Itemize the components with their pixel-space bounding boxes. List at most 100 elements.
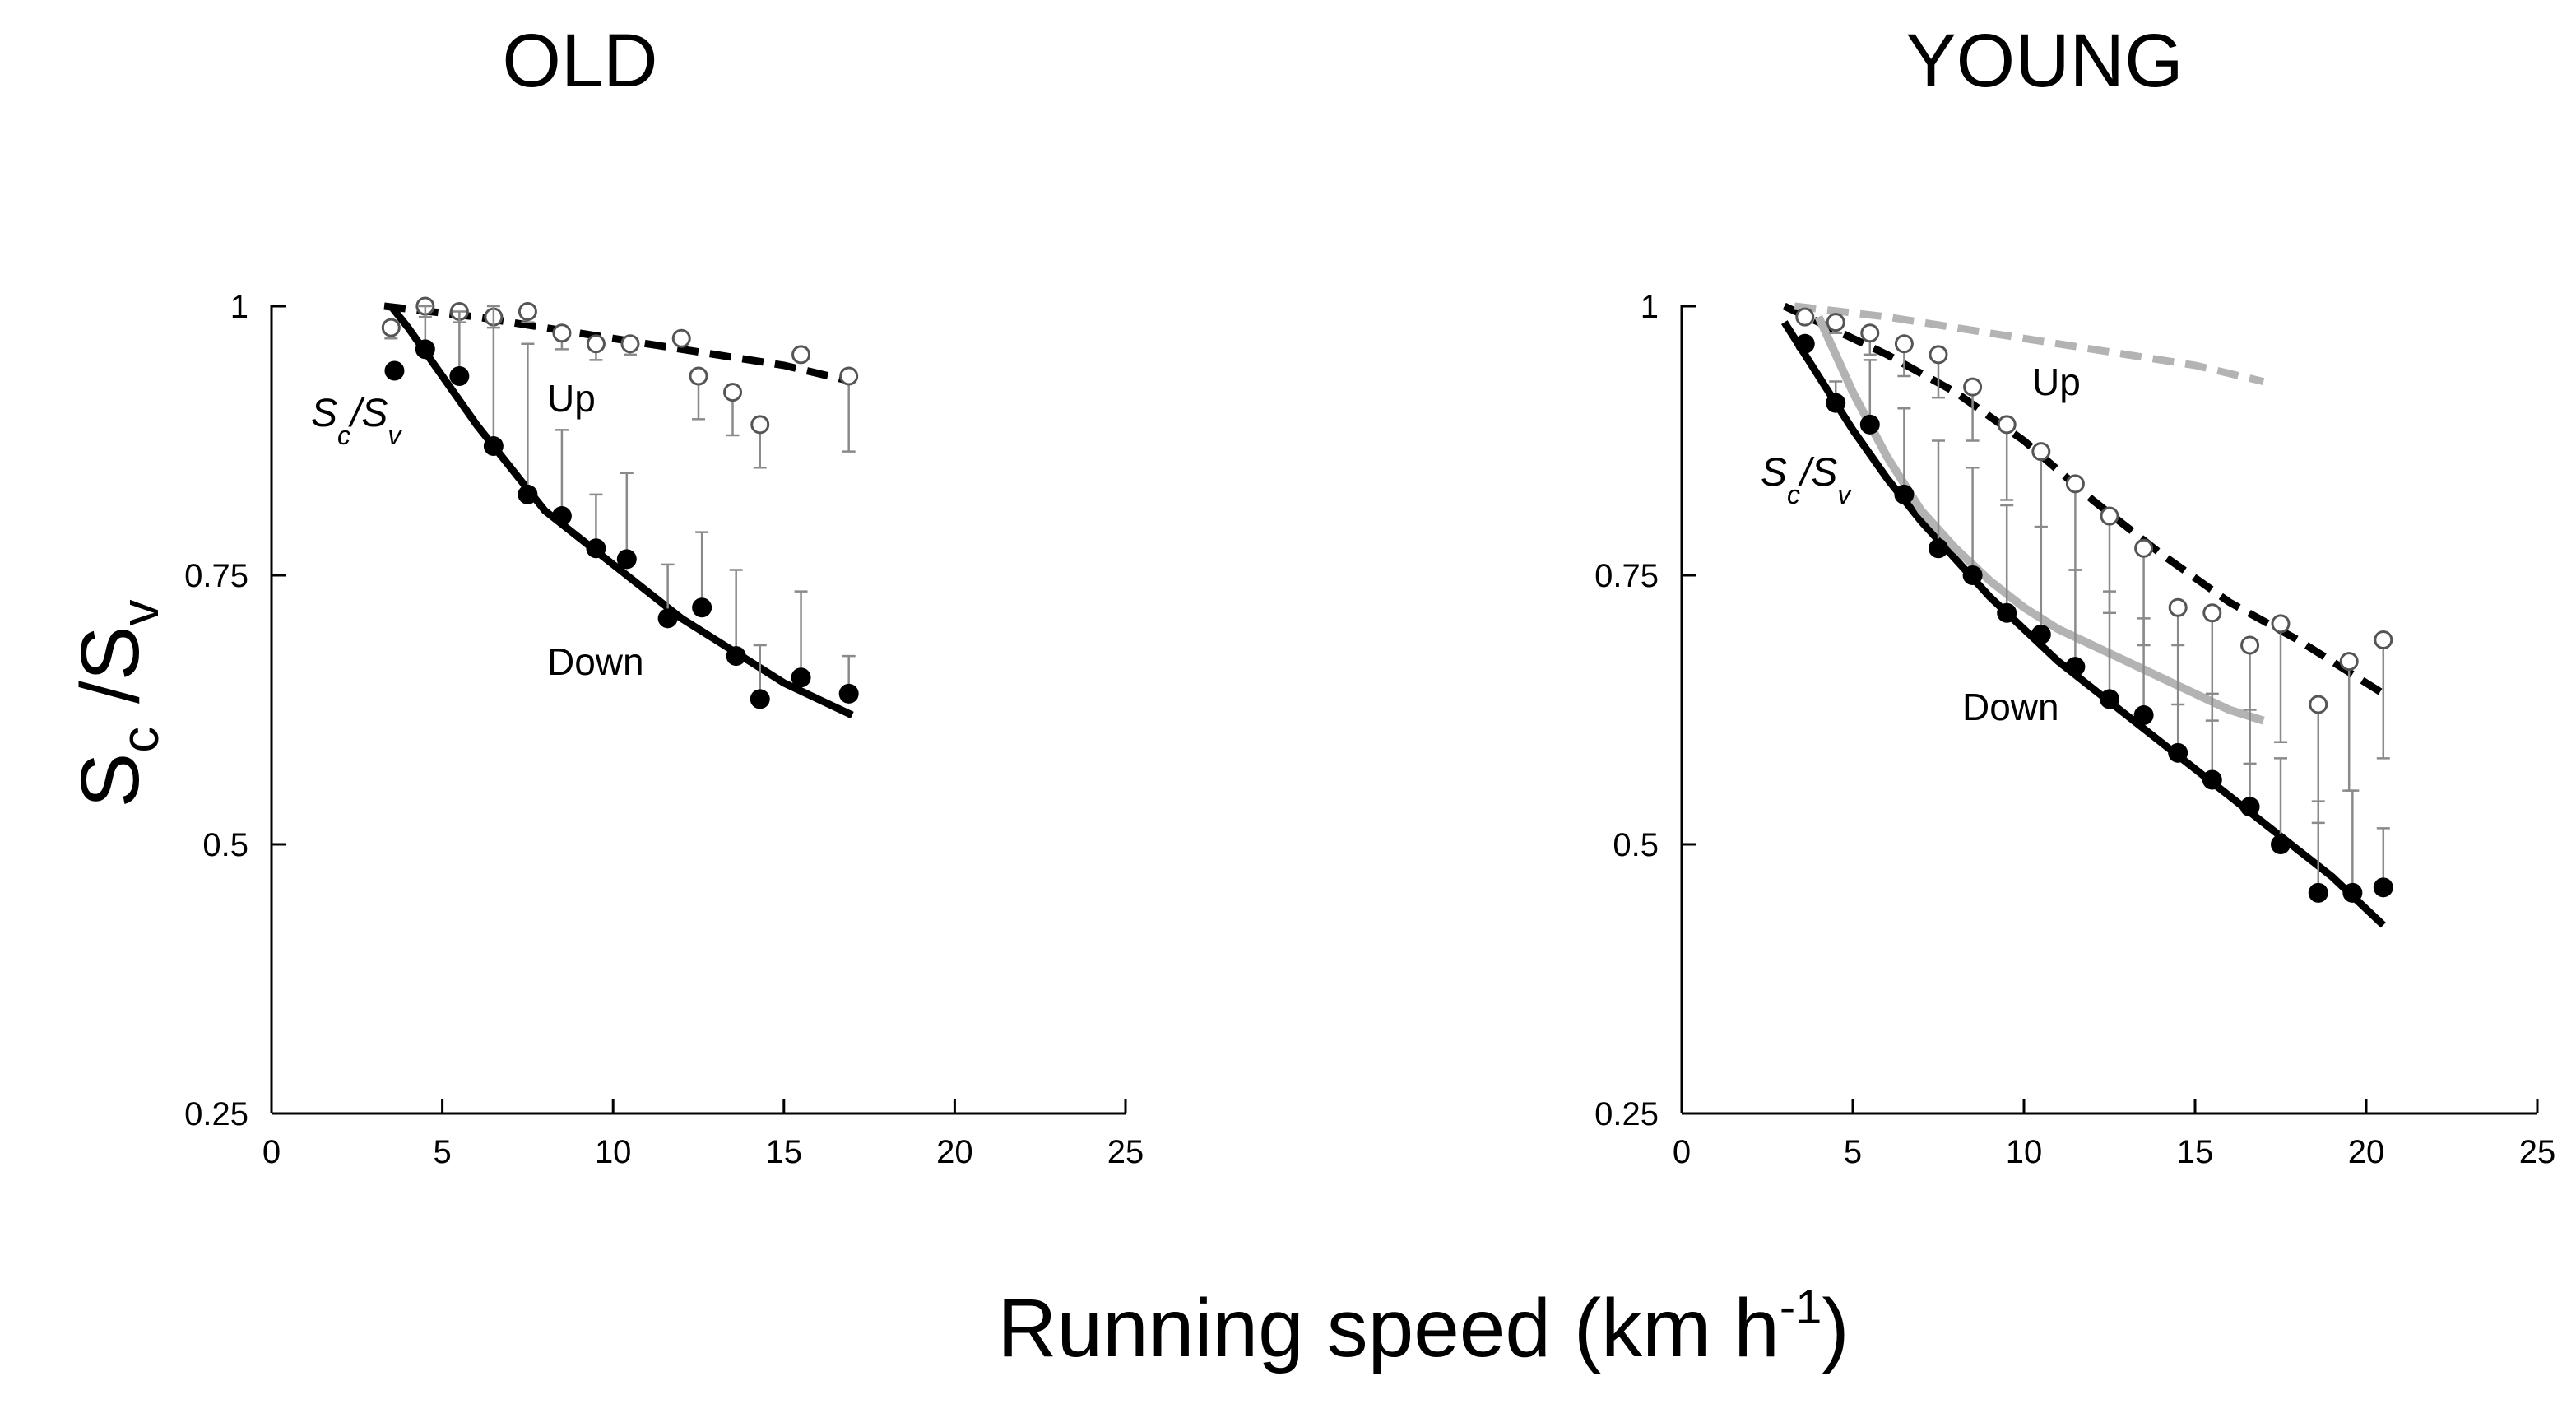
old-down-point — [449, 366, 470, 387]
young-up-point — [1929, 345, 1948, 365]
y-label-sub2: v — [110, 600, 169, 626]
old-up-point — [750, 415, 770, 435]
young-up-point — [2339, 652, 2359, 672]
young-down-point — [1962, 565, 1983, 585]
young-x-tick-label: 10 — [2006, 1134, 2043, 1170]
young-ratio-annotation: Sc/Sv — [1761, 451, 1852, 509]
young-old-up-reference-line — [1794, 302, 2265, 385]
young-ratio-slash: /S — [1798, 451, 1837, 495]
old-ratio-slash: /S — [348, 392, 388, 435]
young-down-error-bar — [2243, 709, 2257, 807]
old-x-tick-label: 20 — [936, 1134, 973, 1170]
x-label-sup: -1 — [1780, 1281, 1822, 1334]
old-x-tick-label: 25 — [1107, 1134, 1144, 1170]
young-up-point — [2031, 442, 2051, 462]
young-down-error-bar — [1863, 359, 1877, 425]
old-down-fit-line — [388, 304, 854, 719]
young-down-error-bar — [1932, 439, 1945, 549]
young-up-point — [2100, 506, 2119, 526]
old-y-tick-label: 1 — [230, 289, 248, 325]
old-down-error-bar — [453, 310, 466, 377]
old-down-point — [415, 339, 435, 360]
young-down-point — [2168, 742, 2188, 763]
young-up-point — [2065, 474, 2085, 494]
old-up-error-bar — [842, 376, 856, 453]
old-down-point — [692, 597, 712, 618]
old-down-point — [657, 608, 678, 629]
young-x-tick-label: 20 — [2348, 1134, 2385, 1170]
young-down-error-bar — [2034, 525, 2048, 635]
old-down-point — [791, 667, 811, 688]
old-up-point — [839, 366, 859, 386]
young-ratio-v: v — [1837, 480, 1852, 509]
old-x-tick-label: 0 — [262, 1134, 281, 1170]
old-ratio-annotation: Sc/Sv — [311, 392, 402, 450]
old-up-point — [518, 302, 537, 322]
old-up-point — [723, 383, 743, 402]
young-x-tick-label: 25 — [2519, 1134, 2556, 1170]
old-x-tick-label: 10 — [595, 1134, 632, 1170]
young-up-point — [1795, 307, 1815, 327]
young-down-point — [2133, 705, 2154, 726]
young-down-error-bar — [1966, 466, 1980, 575]
old-down-point — [518, 484, 538, 504]
old-down-point — [483, 436, 504, 457]
old-y-tick-label: 0.25 — [184, 1096, 248, 1132]
y-label-sub1: c — [110, 727, 169, 753]
old-up-point — [381, 318, 401, 337]
young-up-error-bar — [2274, 623, 2287, 743]
young-down-point — [2308, 882, 2328, 903]
young-up-point — [1894, 334, 1914, 354]
young-up-point — [1997, 415, 2017, 435]
young-up-fit-line — [1782, 302, 2386, 697]
young-up-point — [2168, 597, 2188, 617]
young-up-point — [1860, 323, 1880, 343]
old-up-point — [791, 345, 811, 365]
svg-text:Sc /Sv: Sc /Sv — [64, 600, 169, 808]
young-down-point — [1929, 538, 1948, 559]
young-up-error-bar — [2000, 424, 2014, 501]
old-down-point — [838, 683, 859, 704]
young-down-point — [1894, 484, 1915, 504]
young-down-error-bar — [2000, 504, 2014, 613]
old-down-point — [726, 646, 746, 667]
panel-title-old: OLD — [502, 19, 657, 103]
old-up-point — [671, 328, 691, 348]
young-up-annotation: Up — [2032, 360, 2081, 403]
young-down-point — [2239, 797, 2260, 817]
young-down-error-bar — [2274, 757, 2287, 844]
old-down-point — [750, 689, 770, 709]
old-ratio-c: c — [337, 421, 350, 450]
old-up-point — [620, 334, 640, 354]
young-down-fit-line — [1781, 320, 2386, 928]
young-x-tick-label: 15 — [2177, 1134, 2214, 1170]
young-x-tick-label: 0 — [1673, 1134, 1691, 1170]
young-up-point — [2240, 635, 2260, 655]
young-down-point — [1826, 393, 1846, 413]
young-down-point — [2031, 624, 2051, 644]
old-ratio-s1: S — [311, 392, 337, 435]
young-up-error-bar — [2376, 639, 2390, 760]
young-up-point — [1963, 377, 1983, 397]
young-down-point — [2373, 877, 2393, 898]
x-label-close: ) — [1822, 1282, 1849, 1374]
old-down-error-bar — [555, 429, 569, 517]
x-label-main: Running speed (km h — [997, 1282, 1780, 1374]
old-up-point — [586, 334, 606, 354]
old-down-error-bar — [620, 472, 634, 560]
young-y-tick-label: 0.75 — [1594, 558, 1659, 594]
young-down-error-bar — [2205, 692, 2219, 780]
x-axis-label: Running speed (km h-1) — [997, 1281, 1849, 1374]
young-y-tick-label: 0.5 — [1613, 827, 1659, 863]
old-up-point — [689, 366, 708, 386]
young-down-error-bar — [2137, 617, 2151, 716]
young-down-error-bar — [2103, 590, 2116, 700]
young-down-point — [1997, 602, 2017, 623]
young-down-error-bar — [1897, 407, 1911, 495]
old-down-point — [586, 538, 606, 559]
old-down-annotation: Down — [547, 640, 644, 683]
young-down-error-bar — [2171, 644, 2185, 753]
young-ratio-s1: S — [1761, 451, 1787, 495]
